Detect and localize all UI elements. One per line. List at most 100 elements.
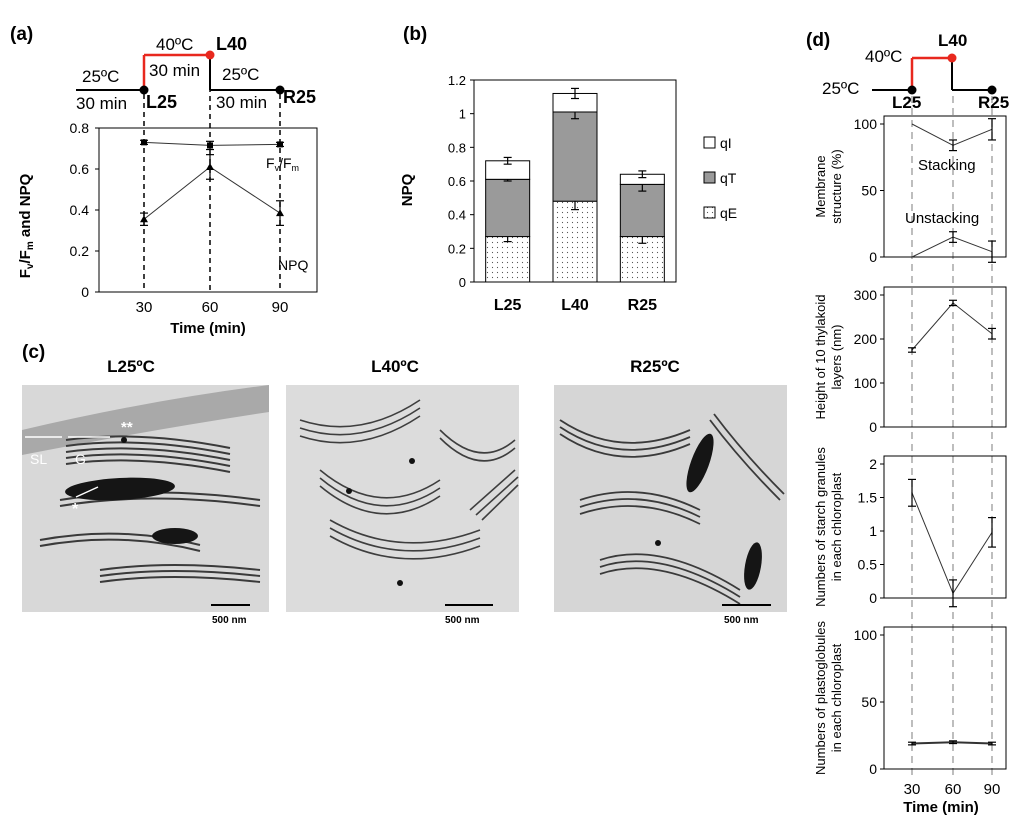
series-line — [911, 302, 993, 351]
y-tick-label: 1.5 — [858, 490, 878, 506]
y-axis-label-b: NPQ — [399, 173, 416, 206]
label-double-star: ** — [121, 419, 133, 436]
point-label-r25: R25 — [978, 93, 1009, 112]
y-tick-label: 2 — [869, 456, 877, 472]
y-tick-label: 0.5 — [858, 557, 878, 573]
starch-granule — [686, 433, 714, 493]
y-tick-label: 0 — [869, 419, 877, 435]
y-tick-label: 0.8 — [448, 140, 466, 155]
point-label-l25: L25 — [892, 93, 921, 112]
y-tick-label: 50 — [861, 694, 877, 710]
y-tick-label: 0.2 — [70, 243, 90, 259]
x-axis-label-d: Time (min) — [903, 799, 979, 816]
plot-a: 0 0.2 0.4 0.6 0.8 30 60 90 — [70, 60, 289, 316]
r25-dot — [275, 85, 285, 95]
y-axis-label-d: Height of 10 thylakoid — [813, 294, 828, 419]
temp-label: 25ºC — [222, 65, 259, 84]
panel-d: (d) 40ºC 25ºC L25 L40 R25 050100Membrane… — [806, 30, 1009, 816]
y-tick-label: 100 — [854, 116, 878, 132]
panel-a: (a) 25ºC 30 min 40ºC 30 min 25ºC 30 min … — [10, 24, 318, 337]
duration-label: 30 min — [216, 93, 267, 112]
panel-a-schematic: 25ºC 30 min 40ºC 30 min 25ºC 30 min L25 … — [76, 34, 316, 113]
data-point — [276, 209, 284, 217]
data-point — [277, 141, 283, 148]
scale-bar-label: 500 nm — [724, 615, 759, 626]
panel-c: (c) L25ºC L40ºC R25ºC SL G ** * 50 — [22, 342, 787, 626]
l25-dot — [907, 85, 917, 95]
series-line — [911, 236, 993, 258]
bar-qT — [552, 111, 598, 202]
series-line — [911, 492, 993, 595]
thylakoid-stack — [559, 413, 785, 605]
y-axis-label-d: Numbers of plastoglobules — [813, 621, 828, 775]
l40-dot — [205, 50, 215, 60]
y-axis-label-d: Membrane — [813, 155, 828, 217]
plot-frame-d — [883, 286, 1007, 428]
bar-qT — [485, 178, 531, 238]
plastoglobule — [121, 437, 127, 443]
bar-qT — [619, 183, 665, 238]
y-tick-label: 0.6 — [70, 161, 90, 177]
data-point — [206, 162, 214, 170]
l25-dot — [139, 85, 149, 95]
panel-c-label: (c) — [22, 342, 45, 363]
y-axis-label-d: Numbers of starch granules — [813, 447, 828, 607]
plot-frame-d — [883, 455, 1007, 599]
y-axis-label-d: in each chloroplast — [829, 472, 844, 581]
legend-swatch — [703, 136, 716, 149]
y-tick-label: 0.2 — [448, 241, 466, 256]
y-tick-label: 1 — [459, 107, 466, 122]
legend-swatch — [703, 206, 716, 219]
plastoglobule — [346, 488, 352, 494]
plot-b: 0 0.2 0.4 0.6 0.8 1 1.2 L25 L40 R25 — [448, 73, 665, 314]
temp-label: 25ºC — [822, 79, 859, 98]
l40-dot — [947, 53, 957, 63]
tem-title-l40: L40ºC — [371, 357, 419, 376]
starch-granule — [65, 477, 175, 501]
temp-label: 40ºC — [865, 47, 902, 66]
y-tick-label: 1.2 — [448, 73, 466, 88]
y-tick-label: 200 — [854, 331, 878, 347]
scale-bar-label: 500 nm — [445, 615, 480, 626]
duration-label: 30 min — [76, 94, 127, 113]
y-tick-label: 0 — [869, 590, 877, 606]
plot-frame-d — [883, 626, 1007, 770]
data-point — [141, 139, 147, 146]
x-tick-label: 30 — [136, 299, 153, 316]
y-axis-label-a: Fv/Fm and NPQ — [17, 173, 36, 278]
category-label: L25 — [494, 297, 522, 314]
x-tick-label: 60 — [945, 781, 962, 798]
y-tick-label: 100 — [854, 627, 878, 643]
starch-granule — [152, 528, 198, 544]
y-tick-label: 0.4 — [70, 202, 90, 218]
legend-label: qI — [720, 135, 732, 151]
y-tick-label: 1 — [869, 523, 877, 539]
starch-granule — [744, 542, 762, 590]
plastoglobule — [409, 458, 415, 464]
y-tick-label: 50 — [861, 183, 877, 199]
r25-dot — [987, 85, 997, 95]
series-label-fvfm: Fv/Fm — [266, 155, 299, 173]
point-label-l40: L40 — [938, 31, 967, 50]
x-axis-label-a: Time (min) — [170, 320, 246, 337]
y-tick-label: 0.6 — [448, 174, 466, 189]
y-tick-label: 0 — [869, 249, 877, 265]
y-tick-label: 0 — [81, 284, 89, 300]
point-label-l25: L25 — [146, 92, 177, 112]
tem-image-l40: 500 nm — [286, 385, 519, 626]
label-sl: SL — [30, 451, 47, 467]
panel-b-label: (b) — [403, 24, 427, 45]
plastoglobule — [397, 580, 403, 586]
bar-qE — [485, 236, 531, 283]
legend-label: qE — [720, 205, 737, 221]
series-label: Stacking — [918, 157, 976, 174]
data-point — [140, 215, 148, 223]
category-label: R25 — [628, 297, 657, 314]
temp-label: 25ºC — [82, 67, 119, 86]
x-tick-label: 90 — [272, 299, 289, 316]
x-tick-label: 30 — [904, 781, 921, 798]
plastoglobule — [655, 540, 661, 546]
y-axis-label-d: structure (%) — [829, 149, 844, 223]
bar-qE — [552, 200, 598, 283]
